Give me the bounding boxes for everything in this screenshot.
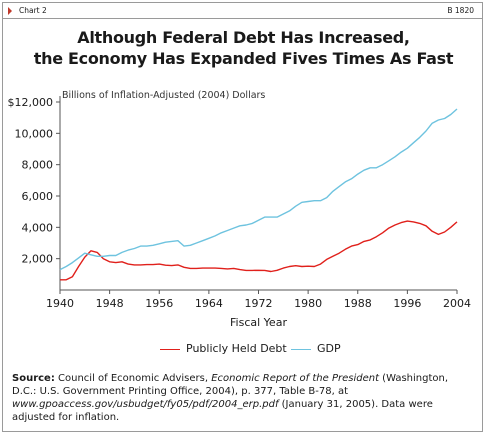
source-label: Source:	[12, 373, 55, 384]
x-tick-label-1980: 1980	[294, 297, 322, 310]
x-tick-label-1964: 1964	[195, 297, 223, 310]
y-tick-label-2000: 2,000	[22, 253, 54, 266]
chart-label: Chart 2	[19, 6, 47, 15]
y-tick-label-6000: 6,000	[22, 190, 54, 203]
source-text-2: (Washington, D.C.: U.S. Government Print…	[12, 373, 449, 397]
x-axis-title: Fiscal Year	[230, 316, 287, 329]
x-tick-label-2004: 2004	[443, 297, 471, 310]
series-line-debt	[60, 220, 458, 281]
source-note: Source: Council of Economic Advisers, Ec…	[12, 372, 472, 424]
source-text-1: Council of Economic Advisers,	[54, 373, 212, 384]
x-tick-label-1956: 1956	[145, 297, 173, 310]
legend-item-gdp: GDP	[291, 342, 341, 355]
source-url[interactable]: www.gpoaccess.gov/usbudget/fy05/pdf/2004…	[12, 399, 279, 410]
chart-id: B 1820	[447, 6, 474, 15]
ribbon-icon	[8, 7, 12, 15]
chart-title-line-1: Although Federal Debt Has Increased,	[77, 28, 410, 47]
y-tick-label-10000: 10,000	[15, 127, 54, 140]
chart-frame	[2, 2, 483, 432]
chart-title-line-2: the Economy Has Expanded Fives Times As …	[33, 49, 454, 68]
legend-label-debt: Publicly Held Debt	[186, 342, 287, 355]
chart-subtitle: Billions of Inflation-Adjusted (2004) Do…	[62, 90, 265, 101]
chart-header-bar: Chart 2 B 1820	[3, 3, 482, 19]
x-tick-label-1996: 1996	[393, 297, 421, 310]
x-tick-label-1948: 1948	[96, 297, 124, 310]
x-tick-label-1972: 1972	[245, 297, 273, 310]
legend-item-debt: Publicly Held Debt	[160, 342, 287, 355]
x-tick-label-1940: 1940	[46, 297, 74, 310]
legend-swatch-debt	[160, 348, 180, 350]
legend-swatch-gdp	[291, 348, 311, 350]
x-tick-label-1988: 1988	[344, 297, 372, 310]
y-tick-label-12000: $12,000	[8, 96, 54, 109]
y-tick-label-4000: 4,000	[22, 221, 54, 234]
legend-label-gdp: GDP	[317, 342, 341, 355]
source-text-3: (January 31, 2005). Data were adjusted f…	[12, 399, 433, 423]
y-tick-label-8000: 8,000	[22, 159, 54, 172]
series-line-gdp	[59, 108, 458, 271]
source-publication: Economic Report of the President	[211, 373, 379, 384]
